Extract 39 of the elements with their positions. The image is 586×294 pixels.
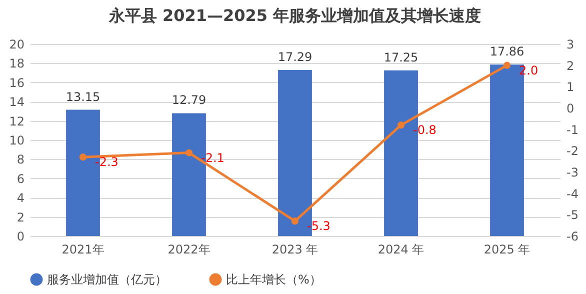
y-tick-label: 2 [16, 210, 24, 224]
point [397, 122, 405, 129]
y-tick-label: 10 [9, 134, 24, 148]
data-label: 17.25 [384, 50, 418, 64]
y2-tick-label: 3 [566, 38, 574, 52]
y2-tick-label: -2 [566, 144, 578, 158]
x-tick-label: 2024 年 [378, 242, 424, 256]
y2-tick-label: -4 [566, 186, 578, 201]
y-tick-label: 14 [9, 95, 24, 110]
x-tick-label: 2023 年 [272, 242, 318, 256]
y2-tick-label: -6 [566, 230, 578, 244]
y-tick-label: 8 [16, 152, 24, 167]
chart-title: 永平县 2021—2025 年服务业增加值及其增长速度 [108, 6, 482, 25]
point [185, 149, 193, 156]
point [291, 218, 299, 225]
y2-tick-label: -3 [566, 166, 578, 180]
point [79, 154, 87, 161]
y2-tick-label: -5 [566, 208, 578, 222]
y-tick-label: 12 [9, 114, 24, 128]
y-tick-label: 18 [9, 56, 24, 71]
y2-tick-label: 0 [566, 102, 574, 116]
x-tick-label: 2021年 [62, 242, 104, 256]
x-tick-label: 2025 年 [484, 242, 530, 256]
y2-tick-label: 1 [566, 80, 574, 94]
legend-label: 比上年增长（%） [226, 272, 322, 287]
data-label: 17.29 [278, 50, 312, 64]
y-tick-label: 16 [9, 76, 24, 90]
y-tick-label: 0 [16, 230, 24, 244]
y-tick-label: 6 [16, 172, 24, 186]
x-tick-label: 2022年 [168, 242, 210, 256]
legend-label: 服务业增加值（亿元） [47, 272, 167, 287]
data-label: 12.79 [172, 93, 206, 108]
y2-tick-label: -1 [566, 122, 578, 137]
y2-tick-label: 2 [566, 58, 574, 73]
point [503, 62, 511, 69]
data-label: 17.86 [490, 44, 524, 59]
y-tick-label: 20 [9, 38, 24, 52]
y-tick-label: 4 [16, 191, 24, 206]
data-label: 13.15 [66, 90, 100, 104]
